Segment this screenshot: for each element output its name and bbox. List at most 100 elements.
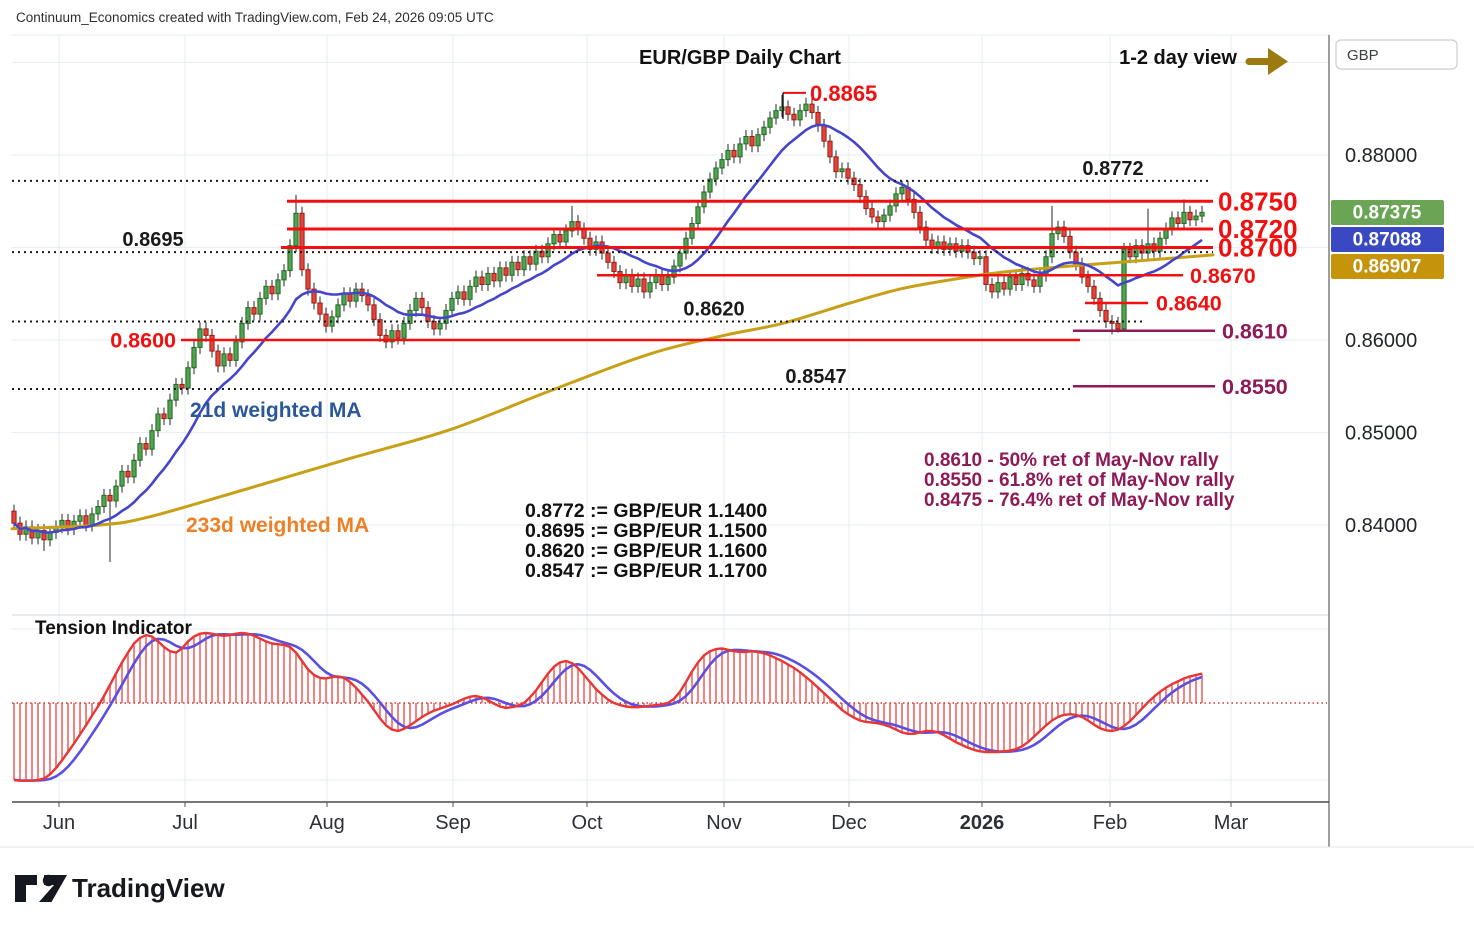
candle-up (755, 134, 761, 147)
candle-up (1049, 233, 1055, 258)
level-label-0.8610: 0.8610 (1222, 319, 1288, 343)
candle-up (1019, 272, 1025, 285)
last-price-badge-value: 0.87375 (1353, 203, 1422, 224)
candle-up (131, 459, 137, 478)
candle-down (785, 106, 791, 115)
candle-up (167, 399, 173, 420)
candle-up (245, 307, 251, 324)
candle-up (707, 178, 713, 193)
candle-down (923, 226, 929, 241)
level-label-0.8695: 0.8695 (122, 229, 183, 251)
ma233-line (10, 253, 1215, 531)
candle-down (809, 103, 815, 113)
ma233-price-badge-value: 0.86907 (1353, 257, 1422, 278)
candle-up (761, 126, 767, 136)
candle-down (1091, 285, 1097, 299)
candle-up (713, 167, 719, 180)
tension-pane[interactable] (12, 615, 1329, 802)
level-label-0.8640: 0.8640 (1156, 292, 1222, 316)
candle-down (299, 212, 305, 271)
candle-up (197, 328, 203, 348)
candle-down (527, 256, 533, 265)
candle-down (215, 350, 221, 367)
candle-up (737, 143, 743, 158)
view-note: 1-2 day view (1119, 47, 1237, 69)
candle-up (413, 297, 419, 311)
candle-up (467, 285, 473, 300)
candle-up (695, 206, 701, 224)
candle-up (287, 245, 293, 272)
candle-down (11, 510, 17, 524)
candle-down (1001, 282, 1007, 290)
candle-up (569, 221, 575, 232)
level-label-0.8772: 0.8772 (1082, 158, 1143, 180)
candle-up (275, 279, 281, 295)
level-label-0.8620: 0.8620 (683, 299, 744, 321)
candle-down (617, 271, 623, 284)
main-chart-pane[interactable] (12, 35, 1329, 615)
ma233-price-badge: 0.86907 (1331, 254, 1444, 279)
level-label-0.8550: 0.8550 (1222, 375, 1288, 399)
time-axis-label: Aug (309, 812, 345, 834)
price-axis: 0.88000 0.86000 0.85000 0.84000 (1345, 145, 1417, 537)
candle-down (749, 136, 755, 147)
ma21-price-badge-value: 0.87088 (1353, 230, 1422, 251)
candle-down (1115, 322, 1121, 330)
candle-up (1121, 248, 1127, 330)
candle-down (503, 267, 509, 276)
candle-down (1013, 276, 1019, 286)
candle-up (221, 353, 227, 367)
last-price-badge: 0.87375 (1331, 200, 1444, 225)
tradingview-logo[interactable]: TradingView (15, 873, 225, 903)
candle-down (107, 494, 113, 502)
symbol-search-box[interactable]: GBP (1335, 39, 1458, 70)
retracement-notes: 0.8610 - 50% ret of May-Nov rally 0.8550… (924, 450, 1235, 511)
candle-up (95, 506, 101, 515)
candle-up (887, 205, 893, 216)
candle-down (515, 261, 521, 271)
candle-down (395, 330, 401, 339)
time-axis-label: Feb (1093, 812, 1127, 834)
candle-down (587, 237, 593, 250)
candle-up (995, 282, 1001, 293)
candle-up (797, 110, 803, 121)
candle-up (689, 222, 695, 239)
tradingview-logo-icon (15, 874, 67, 902)
candle-down (365, 295, 371, 306)
level-label-0.8720: 0.8720 (1218, 214, 1298, 244)
level-label-0.8600: 0.8600 (110, 329, 176, 353)
candle-down (827, 140, 833, 158)
symbol-label: GBP (1347, 47, 1379, 64)
candle-down (419, 297, 425, 309)
candle-up (113, 485, 119, 502)
candle-down (833, 156, 839, 173)
candle-down (371, 304, 377, 321)
candle-up (281, 270, 287, 281)
candle-down (317, 302, 323, 315)
retracement-line: 0.8550 - 61.8% ret of May-Nov rally (924, 470, 1235, 491)
tension-indicator (12, 631, 1327, 782)
candle-up (719, 159, 725, 169)
candle-up (839, 168, 845, 173)
candle-up (977, 256, 983, 260)
level-label-0.8670: 0.8670 (1190, 264, 1256, 288)
candle-down (125, 470, 131, 478)
candle-down (875, 216, 881, 223)
time-scale[interactable] (12, 803, 1329, 847)
candle-up (353, 288, 359, 302)
level-label-0.8700: 0.8700 (1218, 233, 1298, 263)
time-axis-label: Dec (831, 812, 867, 834)
candle-up (803, 103, 809, 112)
candle-up (563, 230, 569, 243)
ma233-price-badge-bg (1331, 254, 1444, 279)
candle-down (305, 269, 311, 290)
candle-down (203, 328, 209, 336)
time-axis-label: 2026 (960, 812, 1005, 834)
price-axis-label: 0.84000 (1345, 515, 1417, 537)
tension-indicator-label: Tension Indicator (35, 618, 193, 639)
candle-up (137, 443, 143, 461)
price-scale[interactable] (1330, 75, 1474, 802)
level-lines: 0.8772 0.8695 0.8620 0.8547 0.87500.87200.87… (12, 158, 1298, 399)
candle-down (731, 149, 737, 158)
